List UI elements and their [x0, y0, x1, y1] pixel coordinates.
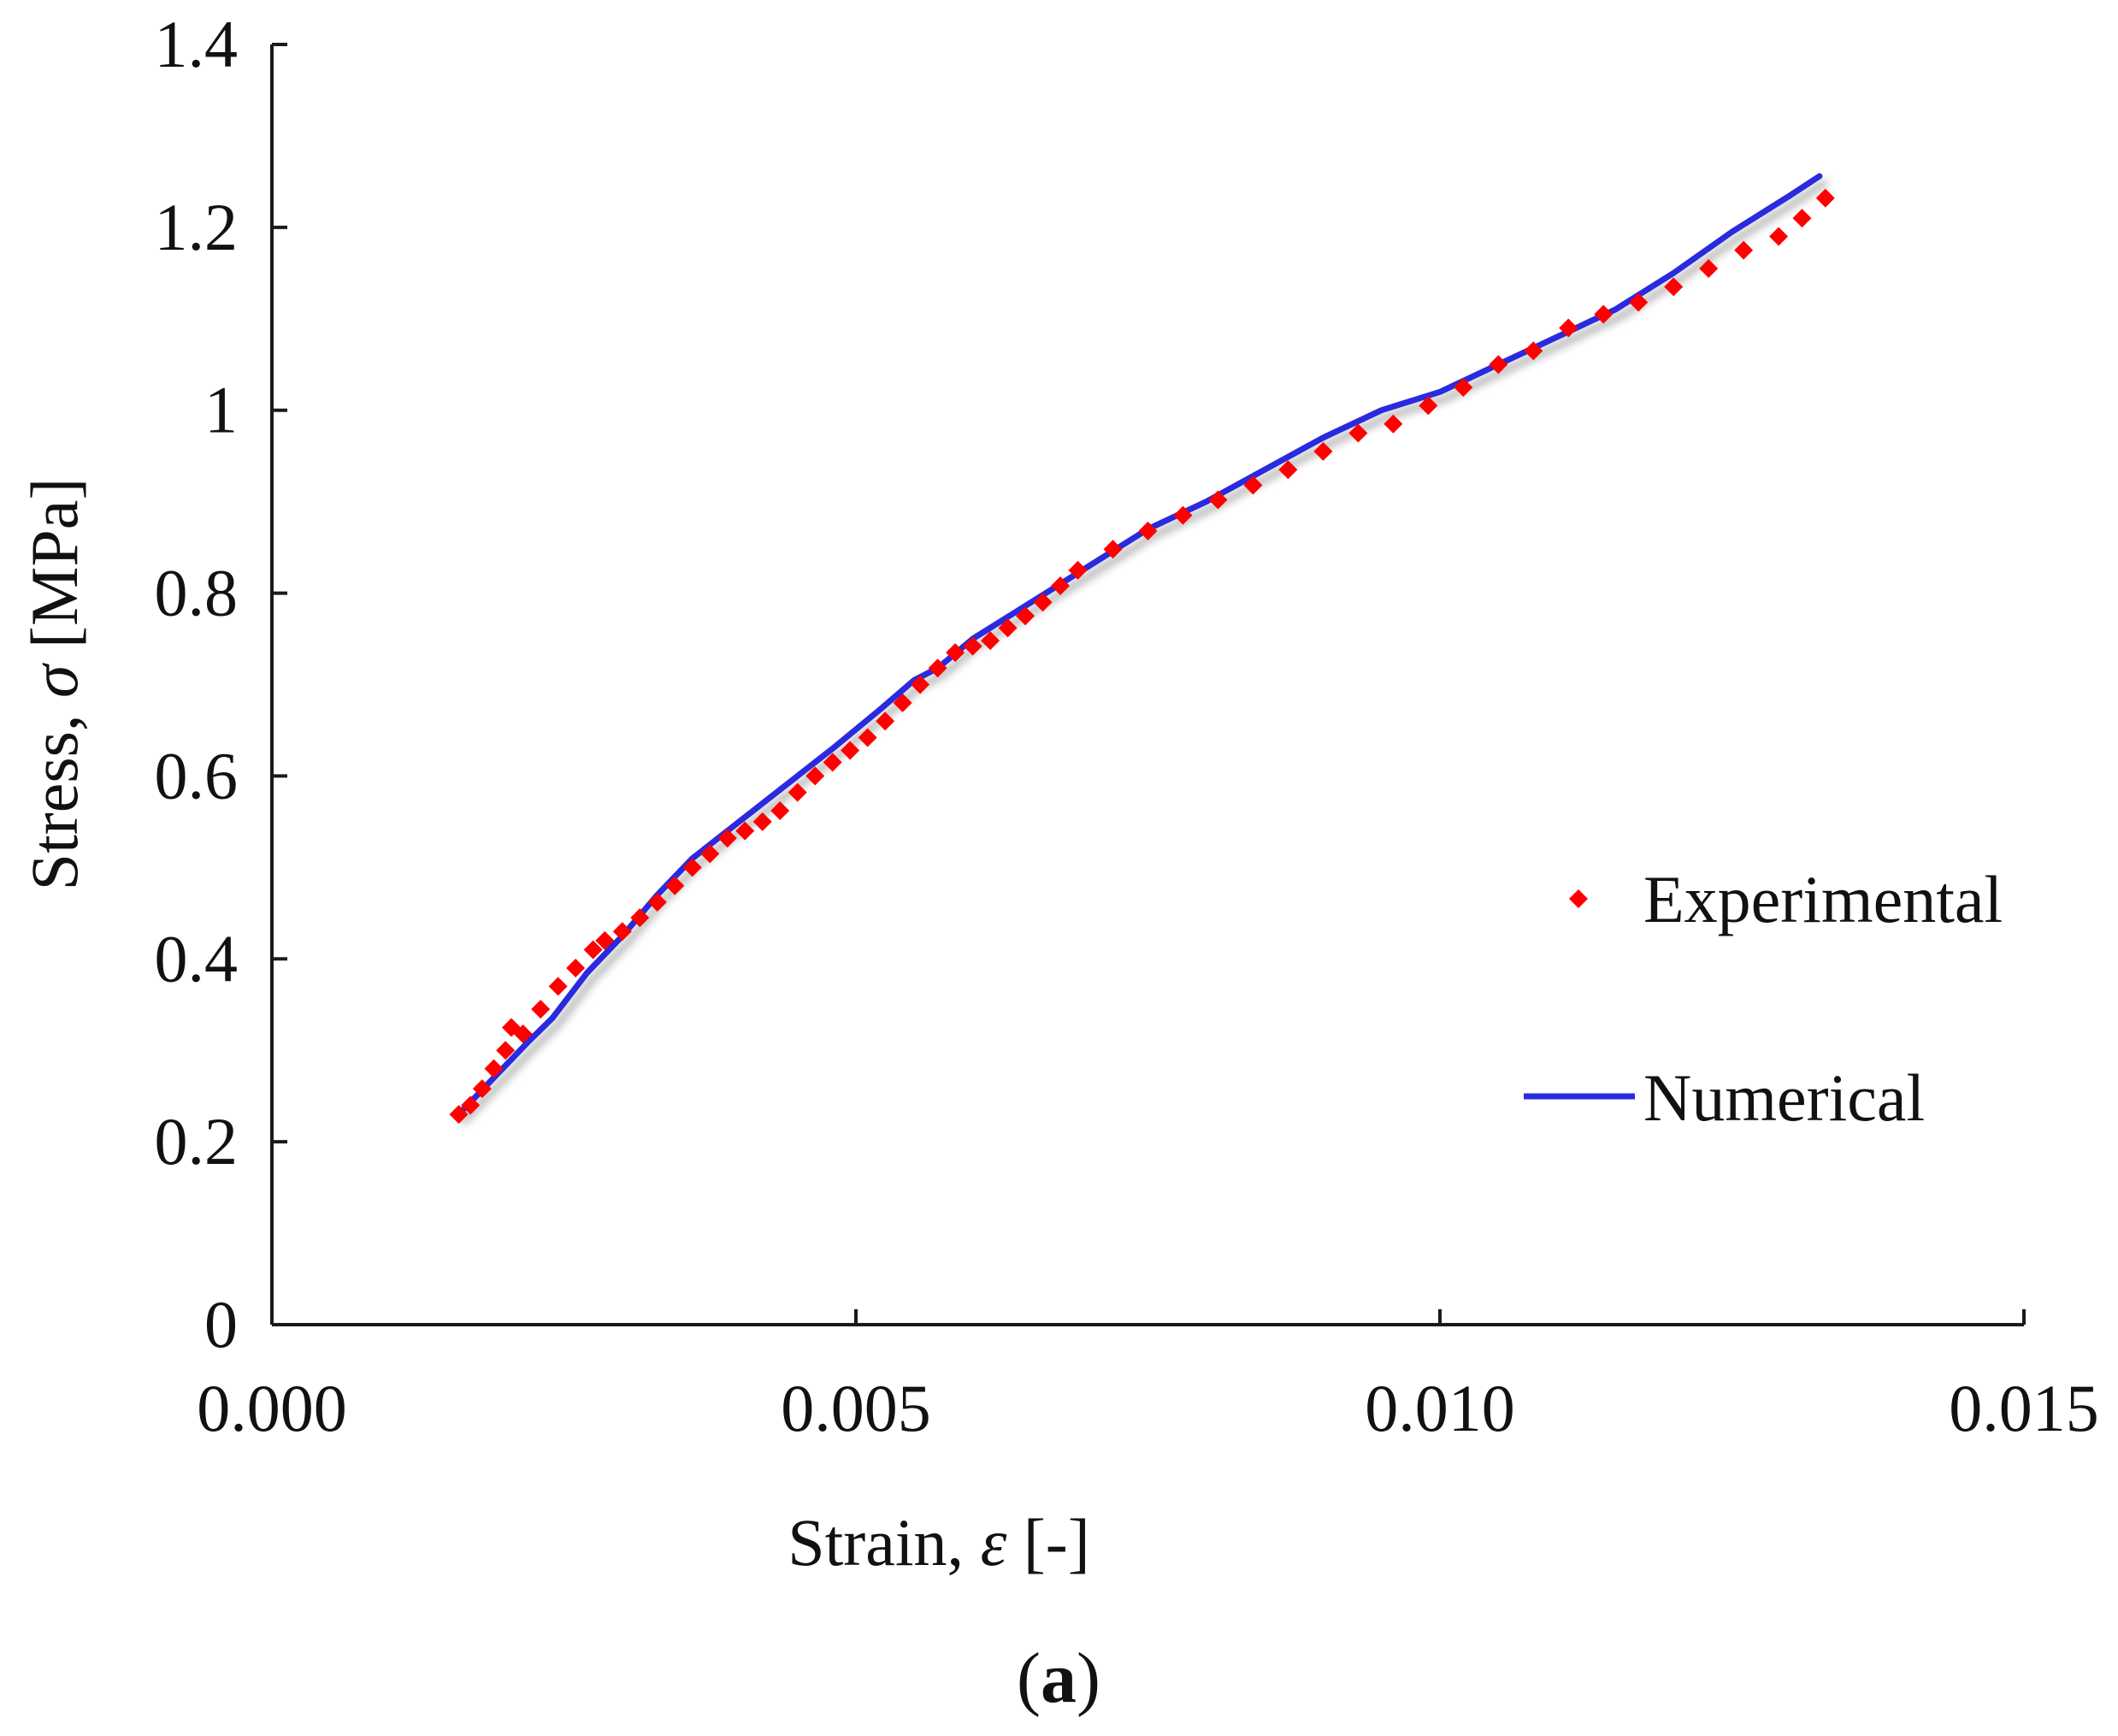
- experimental-point: [1524, 341, 1543, 361]
- experimental-point: [1068, 560, 1088, 580]
- experimental-point: [805, 766, 825, 786]
- y-tick-label: 0.4: [155, 921, 239, 995]
- experimental-point: [1208, 490, 1228, 510]
- experimental-point: [1313, 441, 1333, 461]
- y-tick-label: 1.2: [155, 190, 239, 264]
- x-tick-label: 0.000: [197, 1371, 347, 1445]
- experimental-point: [823, 753, 842, 772]
- experimental-point: [1664, 277, 1684, 297]
- experimental-point: [496, 1041, 516, 1060]
- x-axis-title: Strain, ε [-]: [788, 1505, 1090, 1580]
- experimental-point: [548, 977, 568, 996]
- experimental-point: [1454, 377, 1473, 397]
- experimental-point: [595, 930, 615, 950]
- experimental-point: [1173, 505, 1193, 525]
- x-tick-label: 0.010: [1365, 1371, 1515, 1445]
- experimental-point: [682, 858, 702, 877]
- experimental-point: [735, 821, 755, 841]
- legend-numerical-label: Numerical: [1643, 1060, 1925, 1135]
- experimental-point: [1594, 304, 1614, 324]
- y-tick-label: 1: [204, 373, 238, 447]
- experimental-point: [1769, 227, 1789, 246]
- experimental-point: [1033, 593, 1053, 612]
- experimental-point: [1629, 292, 1649, 312]
- x-ticks: 0.000 0.005 0.010 0.015: [197, 1309, 2099, 1445]
- experimental-point: [893, 693, 912, 712]
- experimental-point: [928, 658, 947, 678]
- experimental-point: [911, 675, 930, 694]
- y-ticks: 0 0.2 0.4 0.6 0.8 1 1.2 1.4: [155, 7, 287, 1361]
- experimental-point: [770, 801, 790, 821]
- experimental-point: [1348, 423, 1368, 443]
- legend-experimental-marker: [1569, 889, 1588, 908]
- series-experimental: [449, 188, 1835, 1125]
- experimental-point: [1559, 318, 1578, 338]
- y-tick-label: 0: [204, 1287, 238, 1361]
- experimental-point: [1243, 475, 1263, 495]
- experimental-point: [1103, 540, 1123, 559]
- experimental-point: [566, 958, 586, 977]
- experimental-point: [700, 844, 720, 864]
- y-tick-label: 0.2: [155, 1104, 239, 1178]
- experimental-point: [946, 643, 965, 663]
- experimental-point: [752, 812, 772, 831]
- legend-experimental-label: Experimental: [1643, 862, 2003, 936]
- experimental-point: [998, 618, 1018, 638]
- experimental-point: [1383, 414, 1403, 434]
- legend: Experimental Numerical: [1524, 862, 2003, 1135]
- y-tick-label: 0.6: [155, 738, 239, 812]
- experimental-point: [1734, 240, 1754, 260]
- experimental-point: [788, 782, 807, 802]
- experimental-point: [858, 728, 877, 747]
- experimental-point: [665, 876, 685, 895]
- experimental-point: [449, 1105, 469, 1125]
- experimental-point: [981, 631, 1000, 651]
- experimental-point: [1792, 209, 1812, 228]
- experimental-point: [513, 1024, 533, 1043]
- x-tick-label: 0.015: [1949, 1371, 2099, 1445]
- experimental-point: [1278, 460, 1298, 480]
- y-axis-title: Stress, σ [MPa]: [17, 478, 91, 891]
- experimental-point: [531, 1000, 551, 1019]
- experimental-point: [717, 829, 737, 848]
- experimental-point: [1016, 606, 1035, 626]
- experimental-point: [1489, 355, 1508, 375]
- experimental-point: [841, 741, 860, 760]
- panel-label: (a): [1017, 1639, 1100, 1718]
- experimental-point: [1051, 576, 1071, 596]
- experimental-point: [1138, 521, 1158, 540]
- experimental-point: [963, 636, 982, 656]
- experimental-point: [1815, 188, 1835, 208]
- experimental-point: [484, 1059, 504, 1078]
- experimental-point: [1419, 396, 1438, 416]
- y-tick-label: 0.8: [155, 556, 239, 630]
- experimental-point: [630, 908, 650, 928]
- experimental-point: [612, 922, 632, 942]
- experimental-point: [647, 892, 667, 912]
- experimental-point: [876, 712, 895, 731]
- y-tick-label: 1.4: [155, 7, 239, 81]
- x-tick-label: 0.005: [781, 1371, 931, 1445]
- experimental-point: [472, 1079, 492, 1099]
- experimental-point: [1699, 258, 1719, 278]
- experimental-point: [461, 1095, 481, 1115]
- experimental-point: [583, 940, 603, 960]
